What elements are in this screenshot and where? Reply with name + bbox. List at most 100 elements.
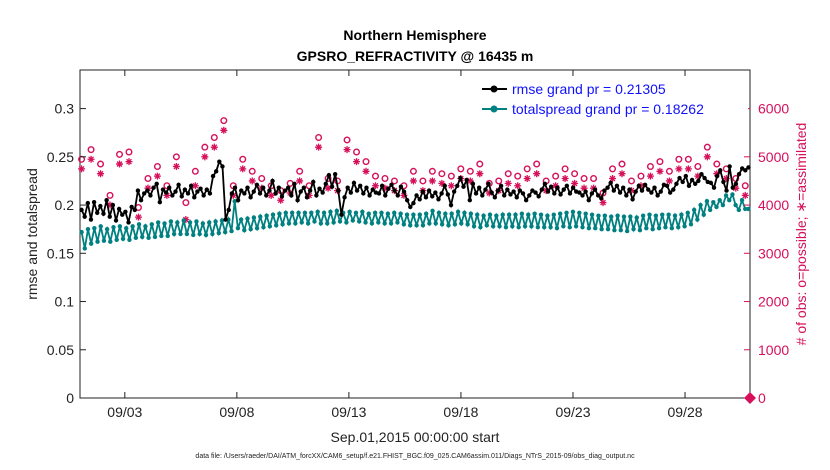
y-tick-label: 0.1 <box>55 294 75 310</box>
rmse-point <box>295 198 300 203</box>
spread-point <box>200 221 206 226</box>
obs-possible-point <box>343 136 351 144</box>
rmse-point <box>652 185 657 190</box>
obs-assimilated-point <box>732 184 740 192</box>
rmse-point <box>223 217 228 222</box>
obs-assimilated-point <box>267 191 275 199</box>
footnote: data file: /Users/raeder/DAI/ATM_forcXX/… <box>195 453 635 460</box>
rmse-point <box>476 185 482 190</box>
y2-axis-label: # of obs: o=possible; ∗=assimilated <box>793 123 809 346</box>
obs-assimilated-point <box>485 189 493 197</box>
spread-point <box>245 216 250 221</box>
spread-point <box>449 211 454 216</box>
obs-possible-point <box>144 175 152 183</box>
rmse-point <box>442 183 447 188</box>
rmse-point <box>718 168 723 173</box>
spread-point <box>404 212 410 217</box>
rmse-point <box>677 175 682 181</box>
spread-point <box>672 213 678 218</box>
obs-assimilated-point <box>87 155 95 163</box>
rmse-point <box>398 184 404 189</box>
spread-point <box>382 221 387 226</box>
rmse-point <box>426 188 432 193</box>
obs-assimilated-point <box>172 162 180 170</box>
rmse-point <box>301 185 307 190</box>
rmse-point <box>229 191 235 196</box>
rmse-point <box>282 188 288 193</box>
spread-point <box>376 220 381 225</box>
spread-point <box>85 226 91 232</box>
spread-point <box>704 199 710 204</box>
rmse-point <box>636 183 642 188</box>
spread-point <box>605 226 611 232</box>
y2-tick-label: 0 <box>758 390 766 406</box>
rmse-point <box>85 200 91 206</box>
spread-point <box>739 198 745 203</box>
obs-assimilated-point <box>665 177 673 185</box>
obs-assimilated-point <box>353 158 361 166</box>
spread-point <box>526 212 531 217</box>
obs-possible-point <box>457 165 465 173</box>
obs-possible-point <box>87 146 95 154</box>
rmse-point <box>498 183 504 188</box>
rmse-point <box>110 202 116 208</box>
spread-point <box>516 225 521 230</box>
spread-point <box>232 199 237 204</box>
obs-assimilated-point <box>315 143 323 151</box>
spread-point <box>733 202 738 208</box>
rmse-point <box>470 181 476 187</box>
rmse-point <box>721 179 726 185</box>
rmse-point <box>658 189 663 194</box>
spread-point <box>124 226 129 231</box>
spread-point <box>720 202 726 208</box>
rmse-point <box>132 207 137 213</box>
rmse-point <box>213 169 219 174</box>
spread-point <box>443 211 448 216</box>
rmse-point <box>317 186 322 191</box>
y-tick-label: 0.25 <box>47 149 74 165</box>
obs-possible-point <box>656 158 664 166</box>
obs-assimilated-point <box>656 167 664 175</box>
y2-tick-label: 6000 <box>758 101 789 117</box>
spread-point <box>490 224 496 229</box>
rmse-point <box>724 188 729 193</box>
rmse-point <box>104 198 109 203</box>
rmse-point <box>436 197 441 202</box>
spread-point <box>168 219 174 224</box>
rmse-point <box>595 193 601 198</box>
obs-assimilated-point <box>153 172 161 180</box>
spread-point <box>261 225 266 230</box>
rmse-point <box>145 188 150 193</box>
spread-point <box>296 210 301 215</box>
spread-point <box>92 226 97 231</box>
spread-point <box>82 246 87 251</box>
legend-rmse-marker <box>490 85 498 93</box>
rmse-point <box>602 188 607 193</box>
rmse-point <box>323 181 328 187</box>
spread-point <box>698 202 703 208</box>
obs-assimilated-point <box>239 165 247 173</box>
spread-point <box>258 214 263 219</box>
x-tick-label: 09/23 <box>555 404 590 420</box>
rmse-point <box>245 185 250 190</box>
spread-point <box>98 224 103 229</box>
rmse-point <box>264 193 269 198</box>
spread-point <box>679 212 684 217</box>
rmse-point <box>451 189 457 194</box>
spread-point <box>478 225 483 230</box>
spread-point <box>385 211 391 216</box>
obs-possible-point <box>703 143 711 151</box>
spread-point <box>580 225 585 230</box>
obs-assimilated-point <box>409 177 417 185</box>
obs-assimilated-point <box>514 182 522 190</box>
obs-assimilated-point <box>201 153 209 161</box>
rmse-point <box>608 180 613 186</box>
spread-point <box>717 198 722 203</box>
spread-point <box>270 212 276 217</box>
rmse-point <box>289 193 294 198</box>
spread-point <box>235 226 241 231</box>
spread-point <box>430 208 435 214</box>
rmse-point <box>276 185 282 190</box>
spread-point <box>210 231 215 237</box>
obs-possible-point <box>286 179 294 187</box>
